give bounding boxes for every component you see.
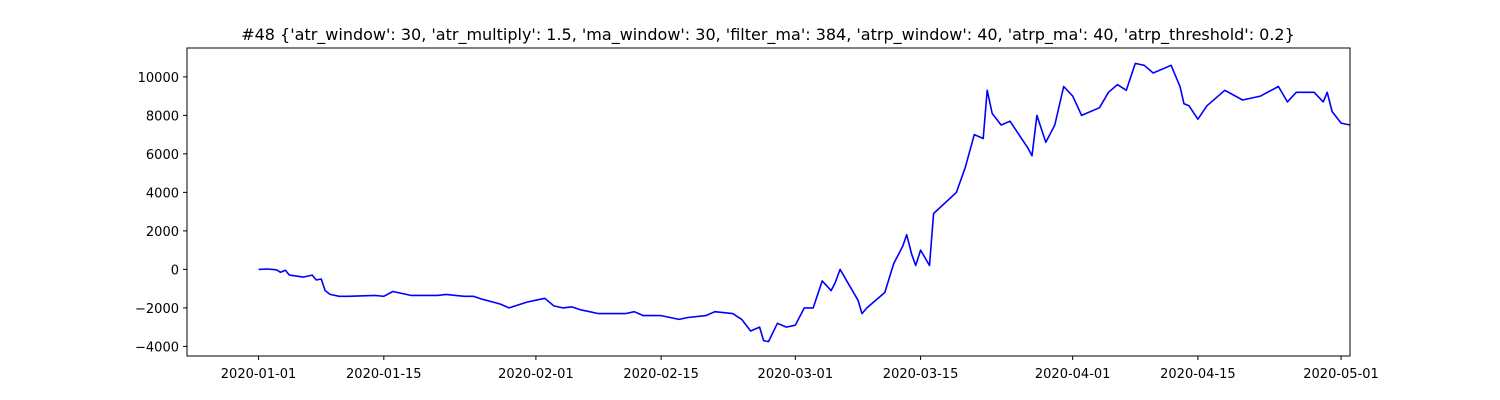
x-tick-label: 2020-01-15 [346,367,422,382]
y-axis: −4000 −2000 0 2000 4000 6000 8000 10000 [135,71,187,355]
x-tick-label: 2020-02-01 [498,367,574,382]
plot-series [258,62,1351,343]
x-tick-label: 2020-04-15 [1160,367,1236,382]
x-tick-label: 2020-02-15 [623,367,699,382]
x-axis: 2020-01-01 2020-01-15 2020-02-01 2020-02-15… [221,356,1379,382]
x-tick-label: 2020-01-01 [221,367,297,382]
y-tick-label: 8000 [146,109,179,124]
x-tick-label: 2020-03-15 [883,367,959,382]
x-tick-label: 2020-03-01 [758,367,834,382]
y-tick-label: 6000 [146,148,179,163]
y-tick-label: 10000 [138,71,179,86]
y-tick-label: 2000 [146,225,179,240]
chart-title: #48 {'atr_window': 30, 'atr_multiply': 1… [241,25,1295,45]
x-tick-label: 2020-04-01 [1035,367,1111,382]
x-tick-label: 2020-05-01 [1303,367,1379,382]
plot-frame [186,47,1351,357]
series-line-0 [258,62,1351,343]
y-tick-label: 4000 [146,186,179,201]
y-tick-label: −4000 [135,340,179,355]
y-tick-label: −2000 [135,302,179,317]
y-tick-label: 0 [171,263,179,278]
